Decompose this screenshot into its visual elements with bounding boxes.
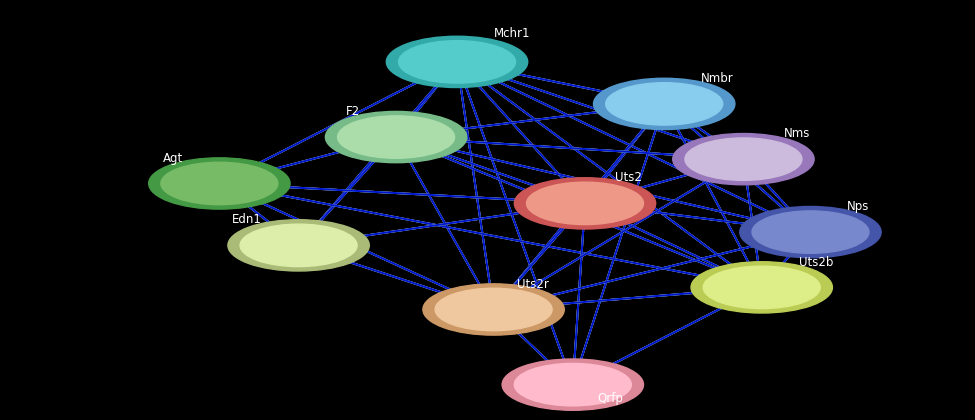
Text: Nmbr: Nmbr — [701, 72, 733, 85]
Circle shape — [423, 284, 565, 335]
Circle shape — [594, 78, 735, 129]
Circle shape — [605, 83, 722, 125]
Circle shape — [752, 211, 869, 253]
Circle shape — [515, 363, 632, 406]
Circle shape — [703, 266, 820, 309]
Text: Uts2b: Uts2b — [800, 256, 834, 269]
Circle shape — [399, 41, 516, 83]
Text: Mchr1: Mchr1 — [493, 27, 530, 40]
Circle shape — [161, 162, 278, 205]
Text: Uts2: Uts2 — [615, 171, 643, 184]
Circle shape — [337, 116, 454, 158]
Text: Nms: Nms — [784, 127, 810, 140]
Text: Edn1: Edn1 — [232, 213, 262, 226]
Circle shape — [435, 288, 552, 331]
Circle shape — [526, 182, 644, 225]
Circle shape — [326, 111, 467, 163]
Text: Uts2r: Uts2r — [517, 278, 549, 291]
Circle shape — [228, 220, 370, 271]
Circle shape — [502, 359, 644, 410]
Circle shape — [684, 138, 801, 180]
Text: Agt: Agt — [163, 152, 183, 165]
Text: F2: F2 — [345, 105, 360, 118]
Circle shape — [691, 262, 833, 313]
Text: Nps: Nps — [847, 200, 870, 213]
Circle shape — [148, 158, 291, 209]
Circle shape — [740, 207, 881, 258]
Circle shape — [240, 224, 357, 267]
Circle shape — [673, 134, 814, 185]
Circle shape — [515, 178, 655, 229]
Circle shape — [386, 36, 527, 87]
Text: Qrfp: Qrfp — [597, 391, 623, 404]
